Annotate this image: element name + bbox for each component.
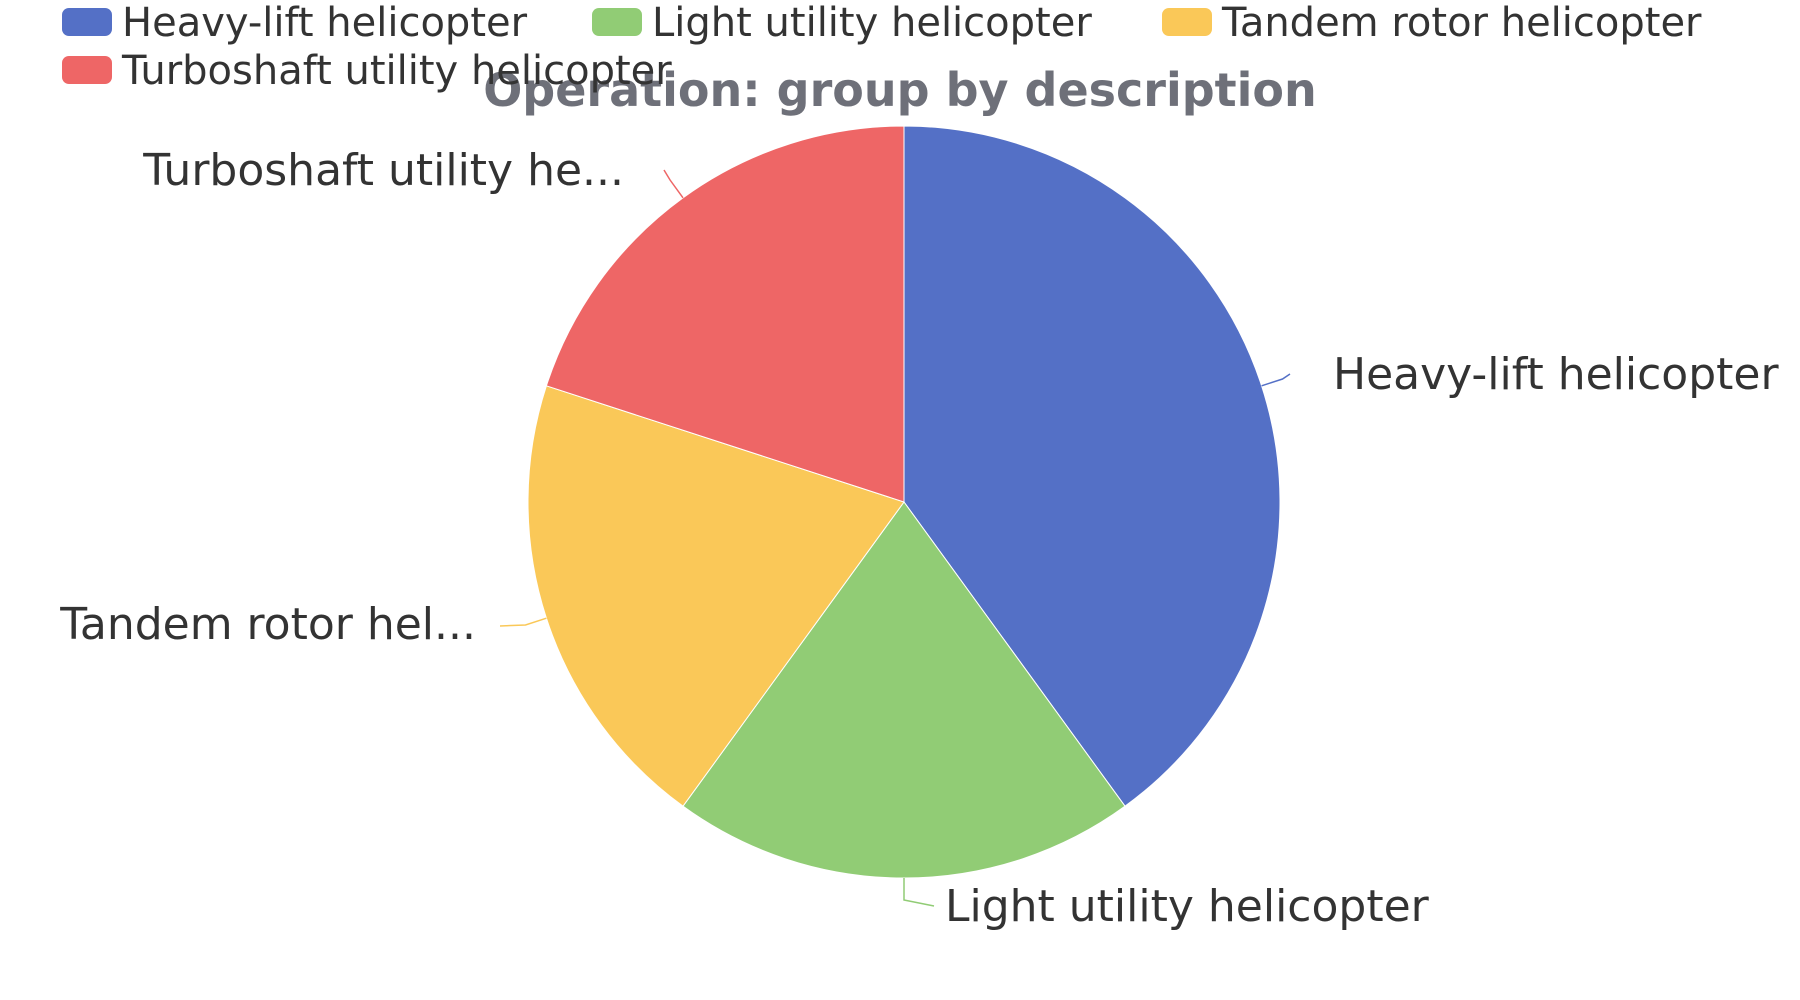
leader-line-4 — [664, 170, 683, 198]
legend-label-1[interactable]: Heavy-lift helicopter — [122, 0, 528, 46]
legend-swatch-4[interactable] — [62, 56, 112, 84]
leader-line-2 — [904, 878, 934, 906]
pie-slices — [528, 126, 1280, 878]
leader-line-3 — [500, 618, 546, 626]
slice-label-3: Tandem rotor hel... — [59, 599, 476, 650]
slice-label-2: Light utility helicopter — [945, 881, 1430, 932]
leader-line-1 — [1262, 374, 1290, 386]
legend-swatch-2[interactable] — [592, 8, 642, 36]
slice-label-4: Turboshaft utility he... — [142, 145, 624, 196]
slice-label-1: Heavy-lift helicopter — [1333, 349, 1779, 400]
legend-label-2[interactable]: Light utility helicopter — [652, 0, 1092, 46]
legend-swatch-3[interactable] — [1162, 8, 1212, 36]
legend-label-3[interactable]: Tandem rotor helicopter — [1221, 0, 1702, 46]
legend-label-4[interactable]: Turboshaft utility helicopter — [121, 48, 672, 94]
legend-swatch-1[interactable] — [62, 8, 112, 36]
